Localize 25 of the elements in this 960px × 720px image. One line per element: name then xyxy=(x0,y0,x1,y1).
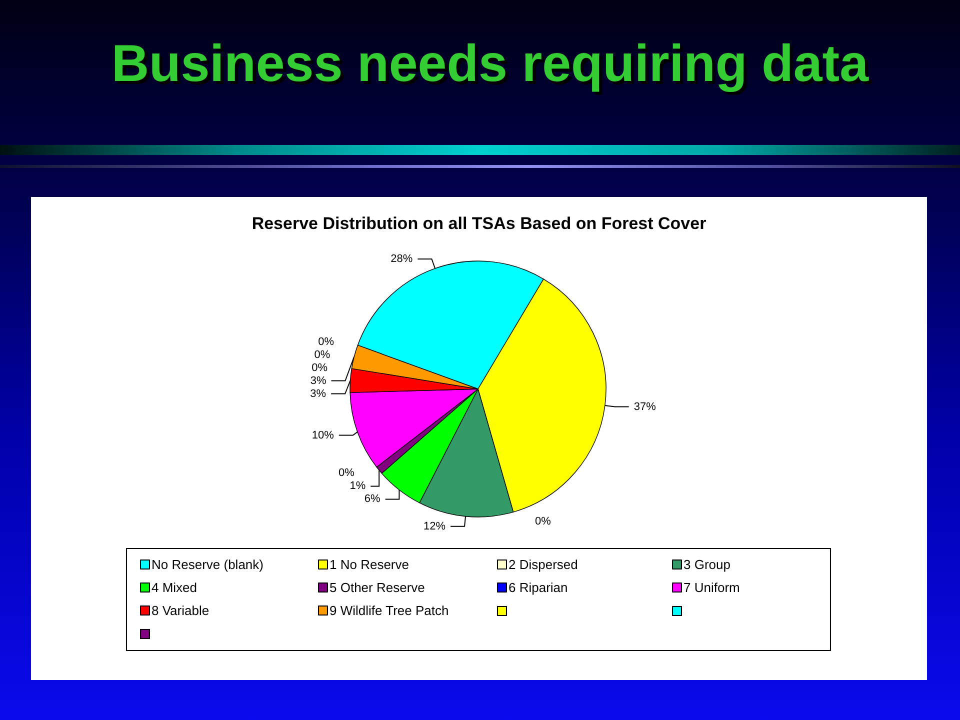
text: 0% xyxy=(314,348,330,361)
legend-label: 4 Mixed xyxy=(152,580,198,595)
data-label: 6% xyxy=(364,493,381,506)
data-label: 37% xyxy=(634,400,656,413)
legend-label: 5 Other Reserve xyxy=(330,580,425,595)
legend-label: 8 Variable xyxy=(152,603,210,618)
legend-label: 3 Group xyxy=(684,557,730,572)
data-label: 12% xyxy=(424,520,446,532)
text: 0% xyxy=(338,467,354,480)
data-label: 28% xyxy=(390,252,413,265)
legend-label: 6 Riparian xyxy=(508,580,568,595)
data-label: 3% xyxy=(310,374,326,387)
legend-label: 9 Wildlife Tree Patch xyxy=(330,603,449,618)
chart-subtitle: Reserve Distribution on all TSAs Based on Forest Cover xyxy=(252,214,707,233)
text: 0% xyxy=(535,516,551,528)
legend-label: 2 Dispersed xyxy=(508,557,578,572)
text: 0% xyxy=(312,362,328,374)
legend-label: 1 No Reserve xyxy=(330,557,409,572)
chart-title: Business needs requiring data xyxy=(110,34,870,94)
data-label: 10% xyxy=(312,429,334,442)
data-label: 1% xyxy=(350,480,366,492)
text: 0% xyxy=(318,336,334,348)
legend-label: No Reserve (blank) xyxy=(152,557,264,572)
legend-label: 7 Uniform xyxy=(684,580,740,595)
data-label: 3% xyxy=(310,388,326,400)
